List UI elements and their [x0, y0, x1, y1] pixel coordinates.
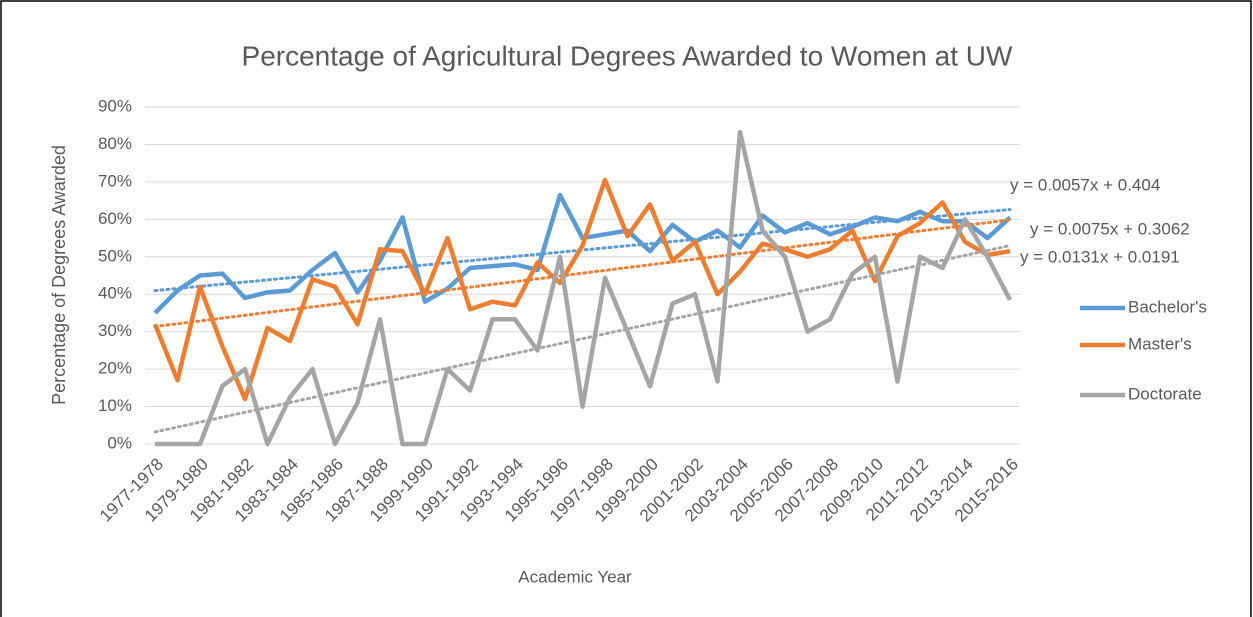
y-tick-label: 40% — [98, 284, 132, 303]
legend-label: Bachelor's — [1128, 297, 1207, 316]
y-tick-label: 50% — [98, 246, 132, 265]
chart-title: Percentage of Agricultural Degrees Award… — [242, 40, 1013, 71]
legend-label: Doctorate — [1128, 384, 1202, 403]
y-tick-label: 10% — [98, 396, 132, 415]
y-tick-label: 30% — [98, 321, 132, 340]
y-tick-label: 20% — [98, 359, 132, 378]
y-tick-label: 0% — [107, 433, 132, 452]
y-tick-label: 70% — [98, 171, 132, 190]
y-tick-label: 80% — [98, 134, 132, 153]
trendline — [153, 207, 1012, 293]
y-tick-label: 60% — [98, 209, 132, 228]
trendline-equation: y = 0.0075x + 0.3062 — [1030, 219, 1190, 238]
trendline — [153, 218, 1012, 329]
y-axis-title: Percentage of Degrees Awarded — [49, 145, 69, 405]
x-axis-title: Academic Year — [518, 567, 632, 586]
series-line — [155, 129, 1012, 447]
y-tick-label: 90% — [98, 96, 132, 115]
trendline — [153, 244, 1012, 434]
trendline-equation: y = 0.0057x + 0.404 — [1010, 175, 1160, 194]
legend-label: Master's — [1128, 334, 1192, 353]
series-line — [153, 192, 1012, 315]
trendline-equation: y = 0.0131x + 0.0191 — [1020, 247, 1180, 266]
